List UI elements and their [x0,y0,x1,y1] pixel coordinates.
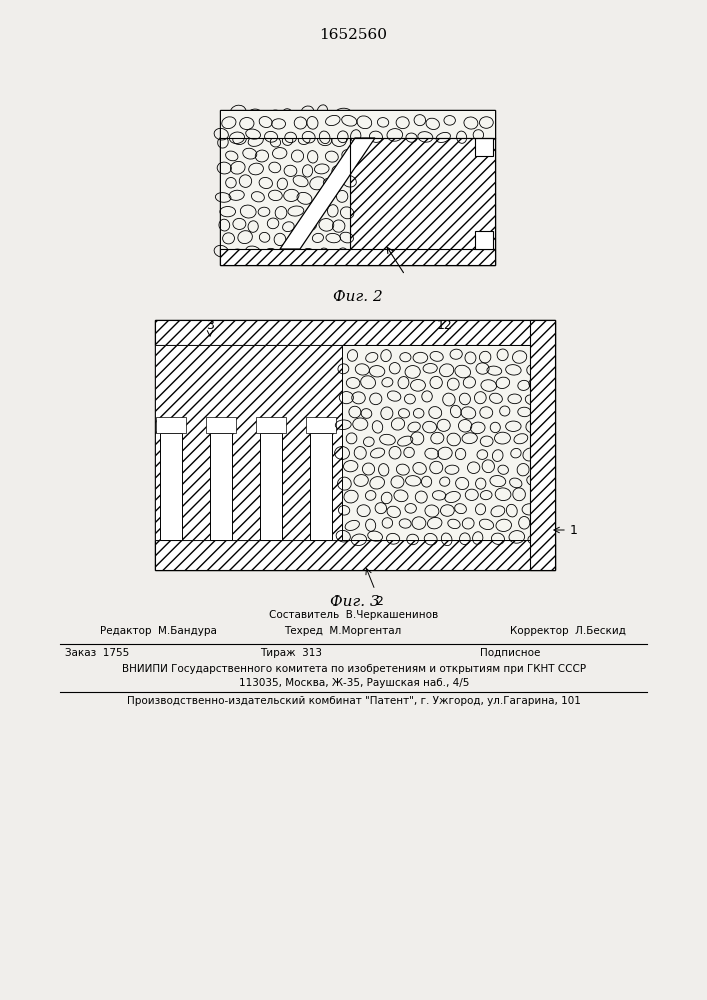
Bar [260,433,282,540]
Text: Составитель  В.Черкашенинов: Составитель В.Черкашенинов [269,610,438,620]
Bar [156,417,186,433]
Bar [350,110,495,265]
Bar [220,249,495,265]
Text: Фиг. 3: Фиг. 3 [330,595,380,609]
Bar [206,417,236,433]
Text: 3: 3 [206,319,214,332]
Bar [310,433,332,540]
Bar [220,110,350,255]
Bar [475,231,493,249]
Text: 1652560: 1652560 [319,28,387,42]
Bar [220,110,495,138]
Bar [155,540,555,570]
Text: Производственно-издательский комбинат "Патент", г. Ужгород, ул.Гагарина, 101: Производственно-издательский комбинат "П… [127,696,581,706]
Text: Фиг. 2: Фиг. 2 [332,290,382,304]
Bar [210,433,232,540]
Bar [256,417,286,433]
Bar [220,110,495,265]
Text: 12: 12 [437,319,453,332]
Text: 113035, Москва, Ж-35, Раушская наб., 4/5: 113035, Москва, Ж-35, Раушская наб., 4/5 [239,678,469,688]
Polygon shape [280,138,375,249]
Bar [530,320,555,570]
Text: Редактор  М.Бандура: Редактор М.Бандура [100,626,217,636]
Text: ВНИИПИ Государственного комитета по изобретениям и открытиям при ГКНТ СССР: ВНИИПИ Государственного комитета по изоб… [122,664,586,674]
Text: Подписное: Подписное [480,648,540,658]
Bar [342,345,550,540]
Bar [475,138,493,156]
Bar [160,433,182,540]
Bar [155,345,342,540]
Bar [306,417,336,433]
Text: Корректор  Л.Бескид: Корректор Л.Бескид [510,626,626,636]
Text: Техред  М.Моргентал: Техред М.Моргентал [284,626,402,636]
Text: Тираж  313: Тираж 313 [260,648,322,658]
Bar [155,320,555,345]
Text: 1: 1 [570,524,578,536]
Text: Заказ  1755: Заказ 1755 [65,648,129,658]
Text: 2: 2 [375,595,383,608]
Bar [155,320,555,570]
